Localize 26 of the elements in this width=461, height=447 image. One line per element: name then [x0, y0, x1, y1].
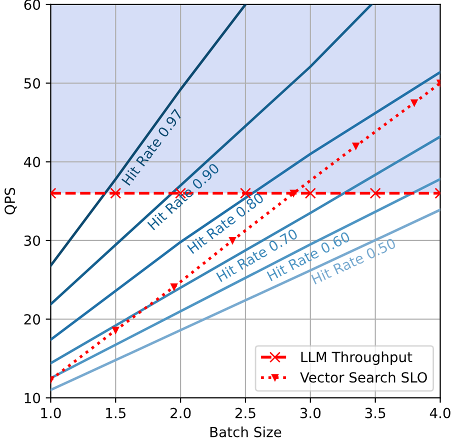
x-tick-label: 1.0: [41, 408, 61, 418]
legend-label: Vector Search SLO: [300, 372, 427, 383]
point: [170, 283, 178, 290]
line-series: [50, 135, 440, 364]
point: [352, 142, 360, 150]
y-tick-label: 30: [24, 235, 40, 246]
y-tick-label: 50: [24, 78, 40, 89]
point: [112, 326, 120, 334]
point: [370, 188, 381, 199]
x-tick-label: 3.0: [300, 408, 321, 418]
point: [304, 188, 316, 199]
point: [110, 188, 122, 199]
x-axis-title: Batch Size: [210, 426, 282, 438]
x-tick-label: 3.5: [365, 408, 386, 418]
x-tick-label: 2.5: [235, 408, 256, 418]
line-series: [50, 70, 440, 341]
point: [290, 190, 297, 197]
y-axis-title: QPS: [4, 188, 17, 214]
x-tick-label: 1.5: [106, 408, 126, 418]
y-tick-label: 10: [24, 392, 40, 404]
legend-label: LLM Throughput: [301, 352, 412, 365]
y-tick-label: 20: [24, 314, 40, 325]
x-tick-label: 4.0: [430, 408, 450, 418]
y-tick-label: 40: [24, 156, 40, 168]
x-tick-label: 2.0: [170, 408, 191, 418]
point: [410, 99, 418, 106]
